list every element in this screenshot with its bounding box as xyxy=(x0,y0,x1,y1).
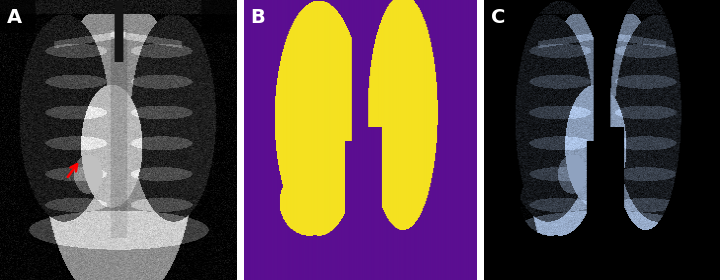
Text: C: C xyxy=(491,8,505,27)
Text: A: A xyxy=(7,8,22,27)
Text: B: B xyxy=(251,8,266,27)
